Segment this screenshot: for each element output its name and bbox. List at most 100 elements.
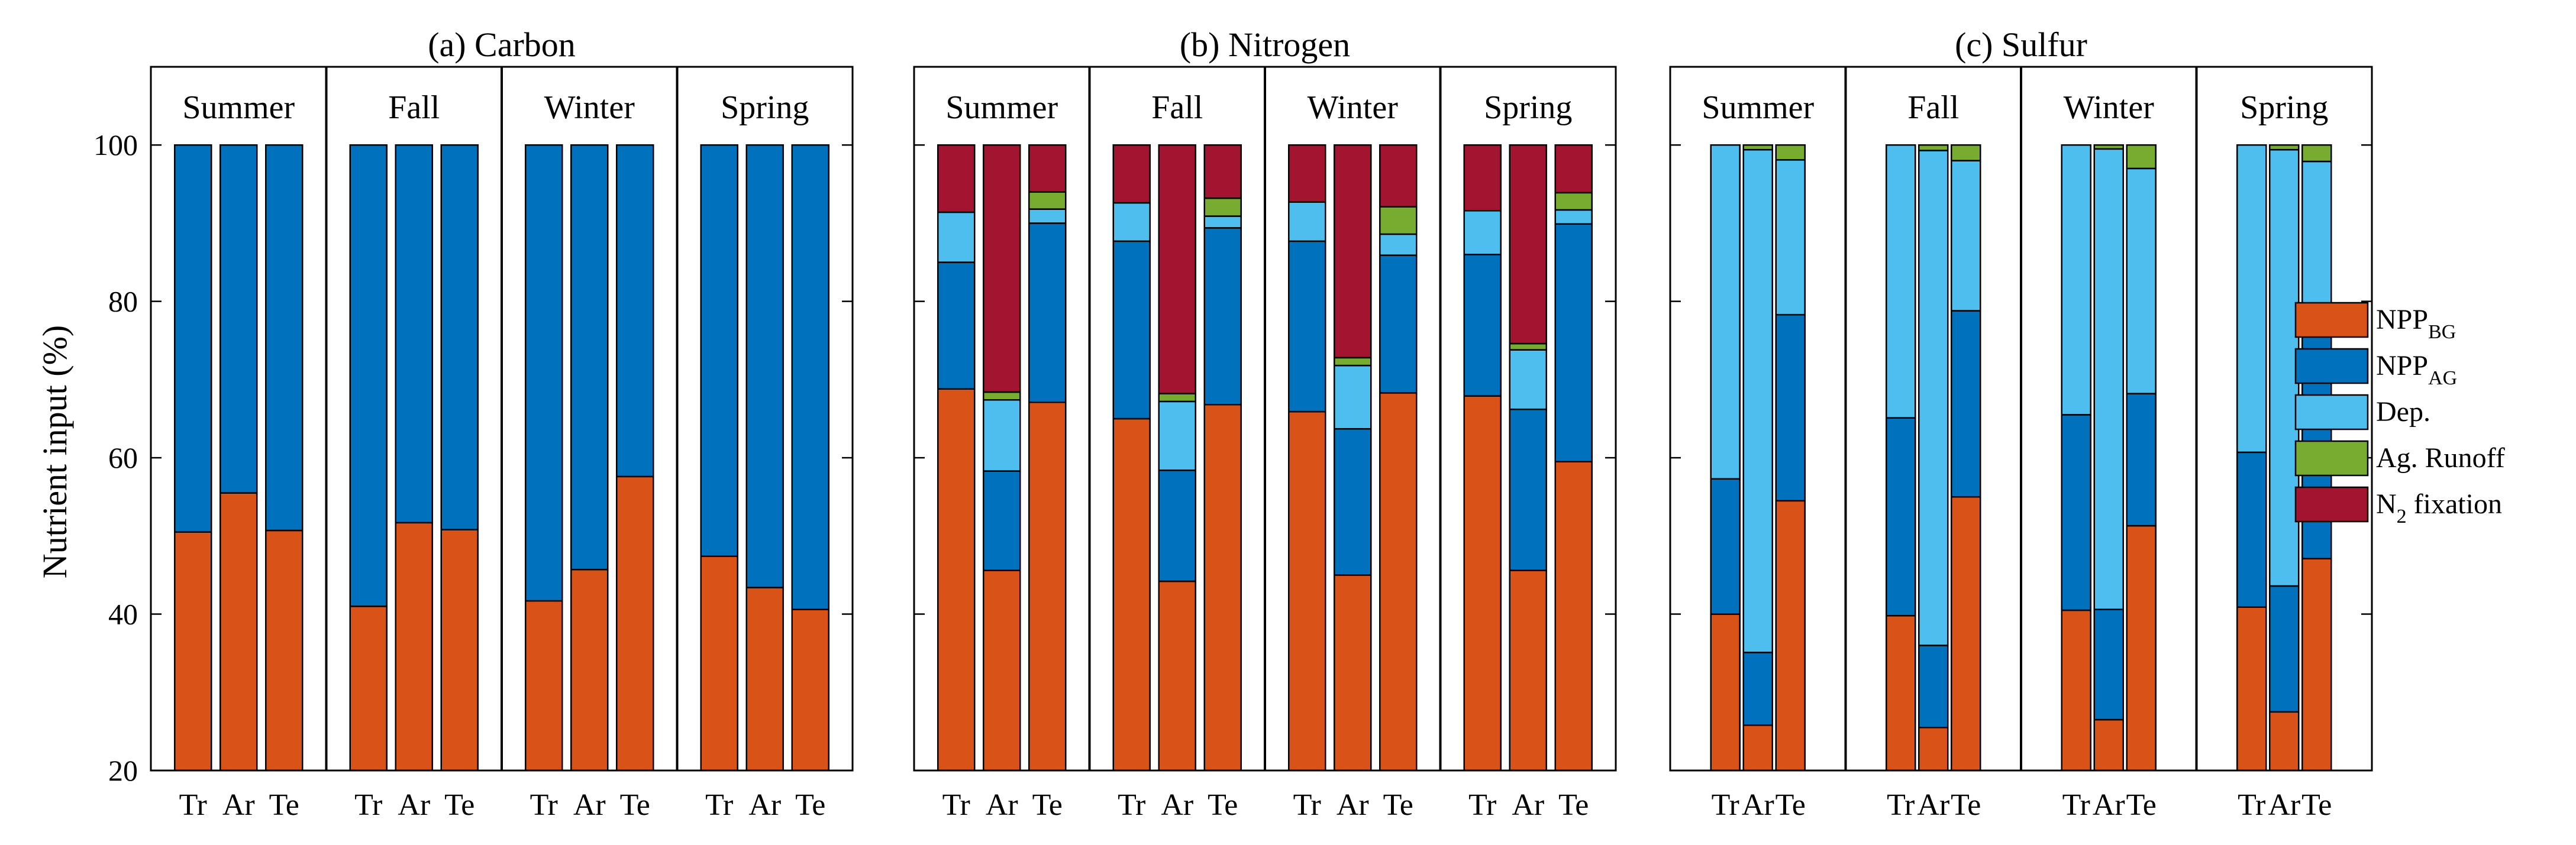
category-label: Ar bbox=[1512, 788, 1544, 822]
bar-te-ag_runoff bbox=[1775, 144, 1806, 161]
panel-frame bbox=[150, 66, 854, 772]
bar-te-dep bbox=[1775, 159, 1806, 316]
bar-tr-dep bbox=[1288, 201, 1326, 242]
legend-entry-npp_bg: NPPBG bbox=[2294, 302, 2456, 343]
bar-ar-ag_runoff bbox=[1334, 357, 1372, 367]
season-group-fall: Fall Tr Ar Te bbox=[1112, 89, 1242, 822]
bar-te-npp_ag bbox=[1379, 254, 1418, 394]
bar-te-n2_fixation bbox=[1203, 144, 1242, 199]
season-label: Fall bbox=[1151, 89, 1203, 126]
bar-ar-npp_bg bbox=[2093, 718, 2124, 772]
bar-te-npp_ag bbox=[791, 144, 829, 610]
bar-tr-npp_bg bbox=[525, 600, 563, 772]
bar-ar-npp_bg bbox=[1509, 569, 1547, 772]
y-tick-label: 100 bbox=[93, 128, 138, 161]
bar-tr-dep bbox=[937, 211, 976, 263]
bar-tr-npp_bg bbox=[1710, 613, 1741, 772]
category-label: Tr bbox=[2238, 788, 2265, 822]
bar-tr-npp_ag bbox=[174, 144, 212, 533]
bar-ar-npp_bg bbox=[745, 587, 784, 772]
bar-tr-npp_bg bbox=[2236, 606, 2267, 772]
bar-te-dep bbox=[1554, 209, 1593, 225]
bar-ar-n2_fixation bbox=[1334, 144, 1372, 359]
bar-te-dep bbox=[1203, 215, 1242, 229]
category-label: Tr bbox=[1468, 788, 1496, 822]
bar-ar-npp_ag bbox=[1509, 408, 1547, 571]
bar-ar-ag_runoff bbox=[2093, 144, 2124, 150]
bar-tr-dep bbox=[1112, 202, 1151, 242]
season-label: Winter bbox=[1308, 89, 1399, 126]
bar-te-npp_bg bbox=[1775, 500, 1806, 772]
bar-ar-dep bbox=[1918, 150, 1949, 646]
panel-1: (a) Carbon Summer Tr Ar Te Fall Tr Ar Te Winter Tr… bbox=[93, 25, 854, 822]
season-label: Spring bbox=[1484, 89, 1572, 126]
legend-entry-ag_runoff: Ag. Runoff bbox=[2294, 440, 2505, 477]
category-label: Tr bbox=[705, 788, 733, 822]
category-label: Te bbox=[1208, 788, 1238, 822]
category-label: Te bbox=[269, 788, 299, 822]
legend-label: NPPAG bbox=[2376, 350, 2457, 389]
category-label: Te bbox=[1383, 788, 1413, 822]
bar-ar-ag_runoff bbox=[1742, 144, 1773, 151]
bar-ar-npp_bg bbox=[395, 522, 433, 772]
bar-te-dep bbox=[1028, 208, 1067, 224]
bar-te-npp_bg bbox=[791, 608, 829, 772]
bar-te-ag_runoff bbox=[1203, 197, 1242, 217]
category-label: Te bbox=[1776, 788, 1806, 822]
category-label: Ar bbox=[2268, 788, 2300, 822]
bar-tr-dep bbox=[2236, 144, 2267, 454]
category-label: Ar bbox=[573, 788, 606, 822]
bar-te-npp_bg bbox=[2301, 558, 2332, 772]
season-label: Fall bbox=[388, 89, 440, 126]
bar-tr-npp_ag bbox=[1288, 240, 1326, 413]
bar-ar-npp_bg bbox=[219, 492, 258, 772]
category-label: Ar bbox=[748, 788, 781, 822]
season-label: Summer bbox=[945, 89, 1058, 126]
category-label: Te bbox=[2126, 788, 2157, 822]
bar-te-npp_ag bbox=[1554, 223, 1593, 462]
legend-swatch bbox=[2294, 348, 2369, 384]
category-label: Ar bbox=[398, 788, 430, 822]
bar-ar-npp_ag bbox=[1334, 428, 1372, 576]
bar-ar-npp_ag bbox=[395, 144, 433, 524]
bar-tr-npp_ag bbox=[525, 144, 563, 602]
y-tick-label: 20 bbox=[108, 754, 138, 787]
legend-swatch bbox=[2294, 440, 2369, 477]
category-label: Ar bbox=[1161, 788, 1193, 822]
bar-te-npp_ag bbox=[2126, 393, 2157, 527]
bar-ar-n2_fixation bbox=[1158, 144, 1196, 394]
bar-ar-n2_fixation bbox=[1509, 144, 1547, 345]
bar-tr-npp_bg bbox=[1886, 614, 1916, 772]
panel-title: (a) Carbon bbox=[428, 25, 576, 64]
bar-te-npp_bg bbox=[1554, 461, 1593, 772]
bar-ar-npp_bg bbox=[570, 568, 609, 772]
bar-te-npp_ag bbox=[1951, 310, 1981, 498]
category-label: Ar bbox=[1917, 788, 1949, 822]
bar-te-npp_bg bbox=[616, 475, 654, 772]
category-label: Te bbox=[1032, 788, 1063, 822]
category-label: Te bbox=[1951, 788, 1981, 822]
legend-entry-npp_ag: NPPAG bbox=[2294, 348, 2457, 389]
bar-ar-ag_runoff bbox=[1158, 393, 1196, 403]
bar-tr-npp_ag bbox=[1886, 417, 1916, 617]
bar-ar-npp_ag bbox=[1158, 470, 1196, 582]
category-label: Ar bbox=[2093, 788, 2125, 822]
bar-tr-npp_ag bbox=[1463, 254, 1502, 397]
bar-te-ag_runoff bbox=[1028, 191, 1067, 210]
bar-ar-npp_bg bbox=[1918, 727, 1949, 772]
y-axis-label: Nutrient input (%) bbox=[35, 325, 74, 578]
season-label: Winter bbox=[2064, 89, 2155, 126]
bar-te-npp_bg bbox=[1203, 403, 1242, 772]
panel-title: (c) Sulfur bbox=[1955, 25, 2087, 64]
category-label: Tr bbox=[1712, 788, 1739, 822]
y-tick-label: 80 bbox=[108, 285, 138, 318]
category-label: Ar bbox=[222, 788, 255, 822]
bar-ar-ag_runoff bbox=[1918, 144, 1949, 151]
bar-te-npp_ag bbox=[440, 144, 479, 531]
season-group-spring: Spring Tr Ar Te bbox=[700, 89, 829, 822]
season-label: Fall bbox=[1907, 89, 1959, 126]
